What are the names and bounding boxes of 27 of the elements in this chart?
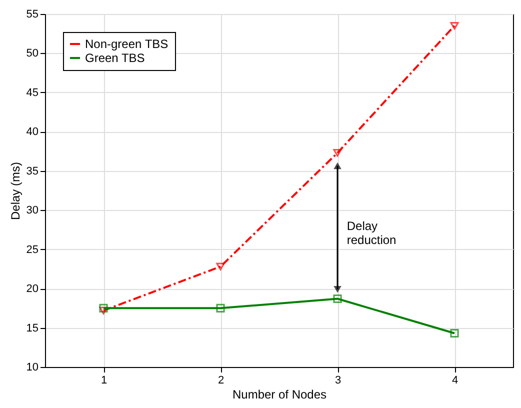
point (450, 328, 459, 338)
y-tick-label: 45 (26, 86, 38, 99)
y-tick-label: 40 (26, 126, 38, 138)
point (99, 306, 108, 314)
x-tick-label: 3 (334, 374, 342, 386)
y-tick-label: 30 (26, 204, 38, 217)
y-axis-title: Delay (ms) (8, 162, 22, 220)
point (216, 262, 225, 270)
y-tick-label: 55 (26, 8, 38, 20)
point (333, 294, 342, 304)
point (333, 149, 342, 157)
point (216, 304, 225, 312)
y-tick-label: 50 (26, 48, 38, 60)
legend-label: Green TBS (85, 51, 145, 65)
x-axis-title: Number of Nodes (232, 388, 327, 402)
y-tick-label: 15 (26, 322, 38, 334)
legend-label: Non-green TBS (85, 37, 168, 51)
y-tick-label: 10 (26, 362, 38, 374)
y-tick-label: 35 (26, 165, 38, 178)
x-tick-label: 2 (218, 374, 224, 386)
y-tick-label: 20 (26, 283, 38, 296)
point (99, 304, 108, 312)
point (450, 22, 459, 30)
x-tick-label: 1 (100, 374, 108, 386)
y-tick-label: 25 (26, 244, 38, 256)
annotation: Delay reduction (346, 218, 396, 247)
x-tick-label: 4 (452, 374, 458, 386)
